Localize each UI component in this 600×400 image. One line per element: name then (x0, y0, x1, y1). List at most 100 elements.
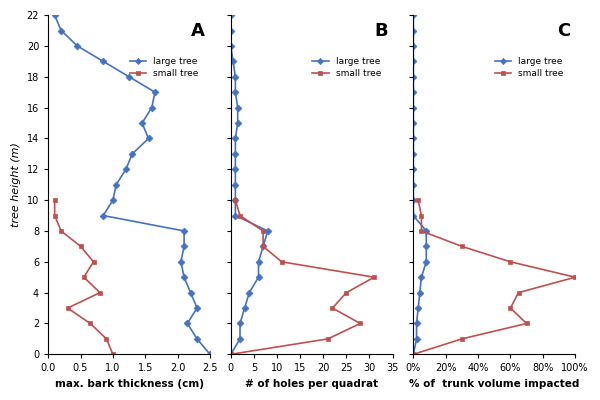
Y-axis label: tree height (m): tree height (m) (11, 142, 21, 227)
large tree (410, 90, 417, 95)
large tree (234, 105, 241, 110)
large tree (100, 213, 107, 218)
small tree (507, 306, 514, 310)
large tree (100, 59, 107, 64)
Text: C: C (557, 22, 570, 40)
large tree (410, 44, 417, 48)
large tree (206, 352, 214, 357)
small tree (90, 259, 97, 264)
large tree (418, 275, 425, 280)
large tree (410, 152, 417, 156)
small tree (97, 290, 104, 295)
large tree (413, 336, 420, 341)
large tree (410, 28, 417, 33)
large tree (416, 290, 424, 295)
large tree (74, 44, 81, 48)
small tree (418, 228, 425, 233)
large tree (232, 90, 239, 95)
large tree (410, 74, 417, 79)
small tree (86, 321, 94, 326)
Text: A: A (191, 22, 205, 40)
large tree (422, 244, 430, 249)
small tree (236, 213, 244, 218)
Legend: large tree, small tree: large tree, small tree (309, 54, 385, 82)
large tree (139, 121, 146, 126)
large tree (410, 213, 417, 218)
small tree (507, 259, 514, 264)
large tree (177, 259, 184, 264)
large tree (187, 290, 194, 295)
large tree (410, 136, 417, 141)
small tree (415, 198, 422, 202)
large tree (184, 321, 191, 326)
large tree (58, 28, 65, 33)
small tree (343, 290, 350, 295)
large tree (227, 28, 235, 33)
large tree (410, 105, 417, 110)
small tree (51, 198, 58, 202)
large tree (255, 259, 262, 264)
large tree (415, 306, 422, 310)
large tree (413, 321, 420, 326)
large tree (193, 306, 200, 310)
small tree (523, 321, 530, 326)
large tree (264, 228, 271, 233)
small tree (51, 213, 58, 218)
large tree (410, 121, 417, 126)
large tree (181, 228, 188, 233)
small tree (515, 290, 522, 295)
large tree (410, 59, 417, 64)
large tree (232, 136, 239, 141)
large tree (227, 13, 235, 18)
small tree (572, 275, 579, 280)
X-axis label: max. bark thickness (cm): max. bark thickness (cm) (55, 379, 203, 389)
large tree (236, 321, 244, 326)
large tree (232, 182, 239, 187)
small tree (260, 228, 267, 233)
small tree (80, 275, 88, 280)
large tree (232, 167, 239, 172)
large tree (181, 275, 188, 280)
small tree (260, 244, 267, 249)
small tree (458, 244, 466, 249)
small tree (370, 275, 377, 280)
large tree (145, 136, 152, 141)
large tree (236, 336, 244, 341)
large tree (232, 213, 239, 218)
large tree (232, 74, 239, 79)
large tree (125, 74, 133, 79)
large tree (234, 121, 241, 126)
large tree (410, 352, 417, 357)
small tree (109, 352, 116, 357)
large tree (232, 152, 239, 156)
small tree (77, 244, 84, 249)
large tree (422, 259, 430, 264)
X-axis label: # of holes per quadrat: # of holes per quadrat (245, 379, 378, 389)
Line: large tree: large tree (229, 13, 270, 357)
Line: small tree: small tree (229, 198, 377, 357)
large tree (410, 13, 417, 18)
large tree (241, 306, 248, 310)
large tree (422, 228, 430, 233)
large tree (410, 167, 417, 172)
Line: small tree: small tree (411, 198, 578, 357)
small tree (58, 228, 65, 233)
large tree (151, 90, 158, 95)
large tree (193, 336, 200, 341)
Legend: large tree, small tree: large tree, small tree (491, 54, 568, 82)
large tree (232, 198, 239, 202)
large tree (255, 275, 262, 280)
large tree (181, 244, 188, 249)
small tree (356, 321, 364, 326)
large tree (410, 182, 417, 187)
small tree (227, 352, 235, 357)
small tree (410, 352, 417, 357)
large tree (410, 198, 417, 202)
large tree (227, 44, 235, 48)
small tree (329, 306, 336, 310)
small tree (418, 213, 425, 218)
large tree (129, 152, 136, 156)
small tree (278, 259, 285, 264)
Text: B: B (374, 22, 388, 40)
X-axis label: % of  trunk volume impacted: % of trunk volume impacted (409, 379, 580, 389)
